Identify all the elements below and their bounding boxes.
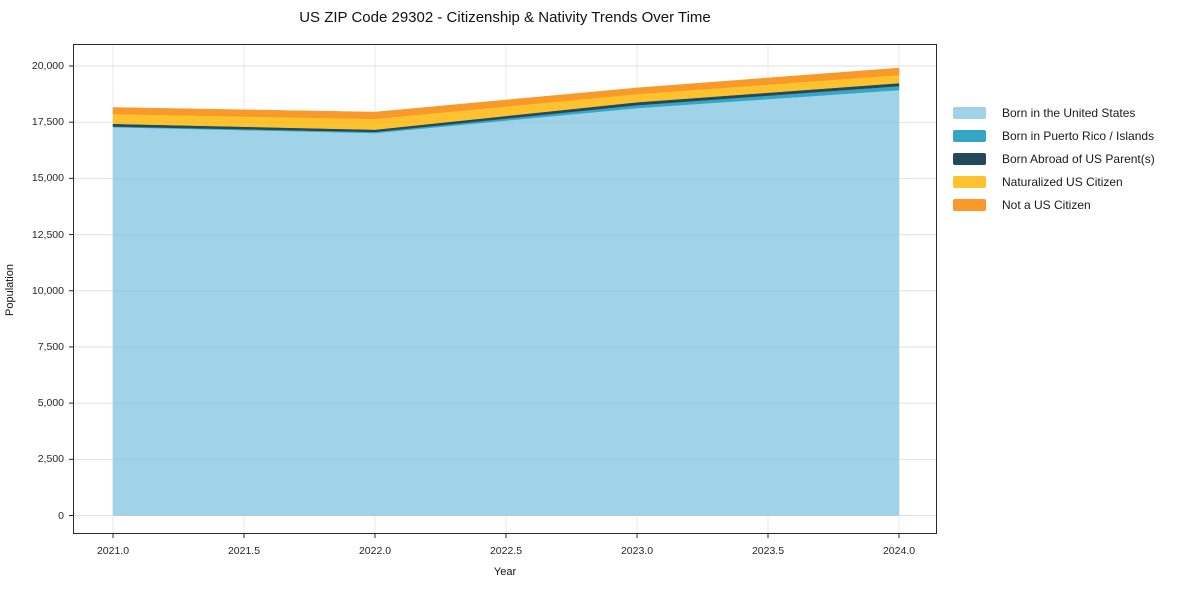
legend-item: Born in Puerto Rico / Islands bbox=[953, 124, 1155, 147]
x-tick-label: 2022.0 bbox=[358, 545, 392, 557]
legend-label: Born Abroad of US Parent(s) bbox=[1002, 151, 1155, 166]
y-tick-label: 17,500 bbox=[31, 116, 64, 129]
legend-swatch bbox=[953, 129, 986, 142]
area-series bbox=[112, 67, 900, 120]
y-tick-label: 20,000 bbox=[31, 60, 64, 72]
y-axis-label: Population bbox=[4, 264, 16, 316]
x-tick-label: 2021.0 bbox=[96, 545, 130, 557]
x-tick-label: 2022.5 bbox=[489, 545, 523, 557]
x-tick-label: 2021.5 bbox=[227, 545, 261, 557]
plot-frame bbox=[73, 44, 937, 534]
y-tick-label: 12,500 bbox=[31, 228, 64, 241]
y-tick-label: 10,000 bbox=[31, 284, 64, 297]
y-tick-label: 7,500 bbox=[37, 340, 64, 353]
legend-swatch bbox=[953, 198, 986, 211]
legend-label: Born in the United States bbox=[1002, 105, 1136, 120]
legend-item: Naturalized US Citizen bbox=[953, 170, 1155, 193]
plot-area bbox=[69, 44, 937, 538]
legend: Born in the United States Born in Puerto … bbox=[953, 101, 1155, 216]
x-tick-label: 2023.0 bbox=[620, 545, 654, 557]
legend-item: Not a US Citizen bbox=[953, 193, 1155, 216]
y-tick-label: 0 bbox=[58, 509, 64, 522]
x-tick-label: 2023.5 bbox=[751, 545, 785, 557]
y-tick-label: 15,000 bbox=[31, 172, 64, 185]
area-series bbox=[112, 89, 900, 516]
y-tick-label: 5,000 bbox=[37, 397, 64, 410]
x-tick-label: 2024.0 bbox=[882, 545, 916, 557]
legend-swatch bbox=[953, 152, 986, 165]
legend-item: Born Abroad of US Parent(s) bbox=[953, 147, 1155, 170]
legend-label: Not a US Citizen bbox=[1002, 197, 1091, 212]
legend-swatch bbox=[953, 175, 986, 188]
x-axis-label: Year bbox=[493, 566, 517, 578]
legend-item: Born in the United States bbox=[953, 101, 1155, 124]
stacked-area-plot bbox=[69, 44, 937, 538]
y-tick-label: 2,500 bbox=[37, 453, 64, 466]
legend-label: Born in Puerto Rico / Islands bbox=[1002, 128, 1155, 143]
chart-title: US ZIP Code 29302 - Citizenship & Nativi… bbox=[299, 9, 711, 26]
legend-label: Naturalized US Citizen bbox=[1002, 174, 1123, 189]
legend-swatch bbox=[953, 106, 986, 119]
